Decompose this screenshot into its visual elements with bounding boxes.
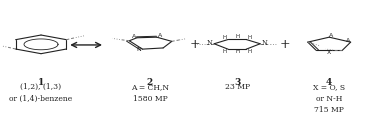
Text: N: N <box>206 39 212 47</box>
Text: 2: 2 <box>147 78 153 87</box>
Text: A: A <box>132 34 137 39</box>
Text: 715 MP: 715 MP <box>314 106 344 113</box>
Text: 1580 MP: 1580 MP <box>133 95 167 103</box>
Text: 23 MP: 23 MP <box>225 83 250 91</box>
Text: N: N <box>262 39 268 47</box>
Text: H: H <box>222 49 226 54</box>
Text: H: H <box>235 34 239 39</box>
Text: A: A <box>329 33 333 38</box>
Text: 1: 1 <box>38 78 44 87</box>
Text: or N-H: or N-H <box>316 95 342 103</box>
Text: N: N <box>136 47 141 52</box>
Text: A = CH,N: A = CH,N <box>131 83 169 91</box>
Text: H: H <box>235 49 239 54</box>
Text: +: + <box>280 38 291 51</box>
Text: +: + <box>190 38 200 51</box>
Text: 3: 3 <box>234 78 240 87</box>
Text: or (1,4)-benzene: or (1,4)-benzene <box>9 95 73 103</box>
Text: A: A <box>158 34 162 38</box>
Text: H: H <box>248 49 252 54</box>
Text: H: H <box>248 35 252 40</box>
Text: 4: 4 <box>326 78 332 87</box>
Text: H: H <box>222 35 226 40</box>
Text: X: X <box>326 50 331 55</box>
Text: A: A <box>345 38 350 43</box>
Text: X = O, S: X = O, S <box>313 83 345 91</box>
Text: (1,2), (1,3): (1,2), (1,3) <box>20 83 62 91</box>
